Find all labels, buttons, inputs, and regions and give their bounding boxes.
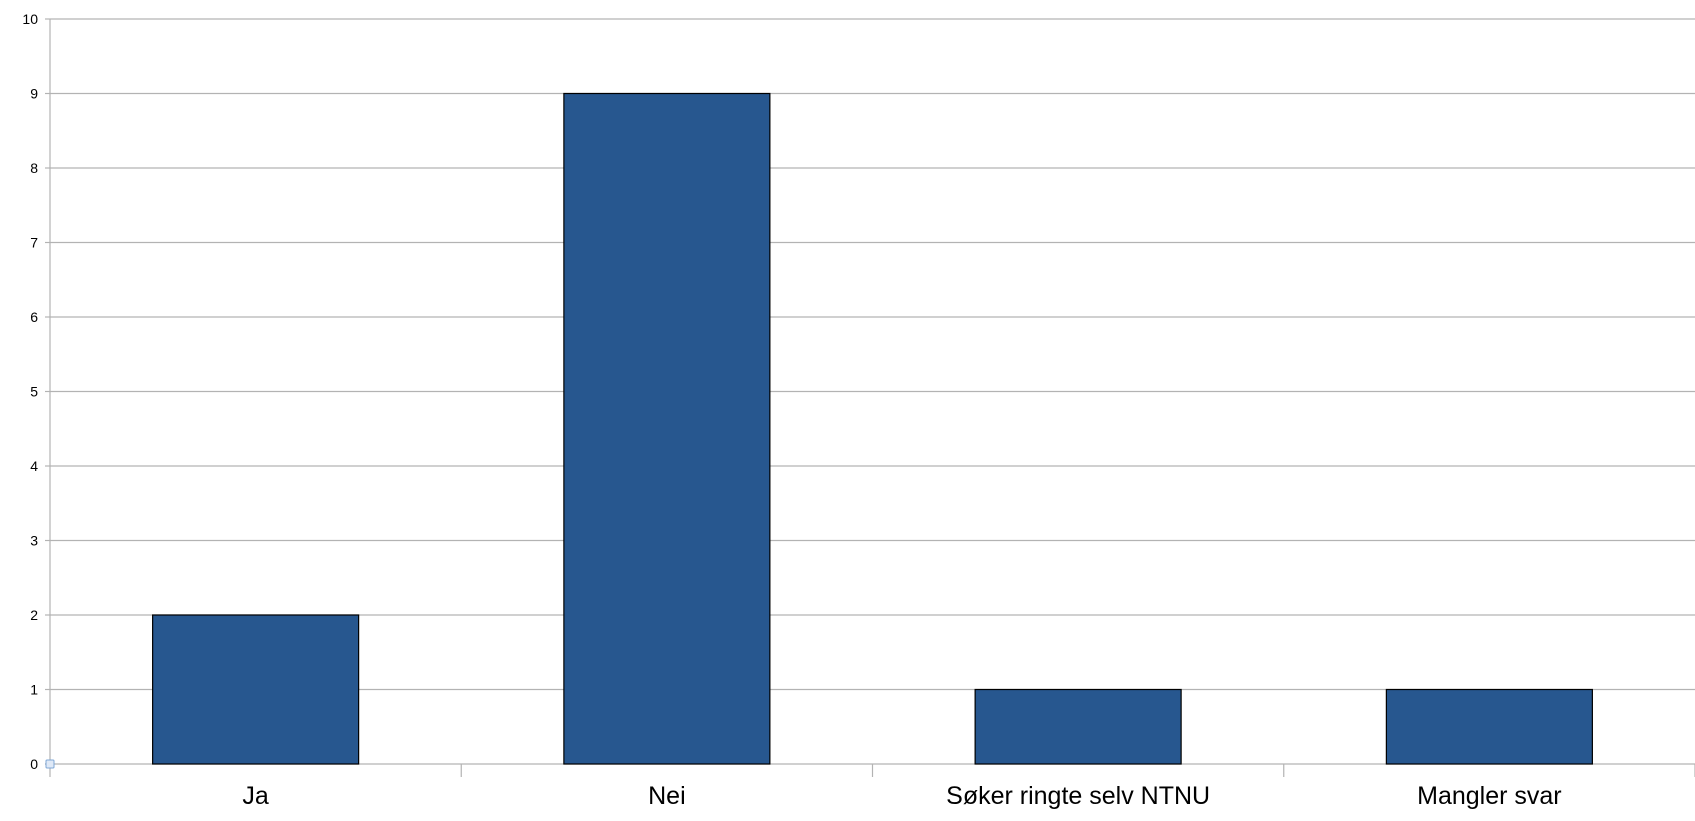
bar-4 [1385, 688, 1593, 765]
y-tick-label: 9 [30, 86, 38, 102]
y-tick-label: 8 [30, 160, 38, 176]
x-tick-label: Søker ringte selv NTNU [946, 782, 1210, 810]
x-tick-label: Nei [648, 782, 686, 810]
y-tick-label: 7 [30, 235, 38, 251]
y-tick-label: 3 [30, 533, 38, 549]
x-tick-label: Mangler svar [1417, 782, 1562, 810]
x-tick-label: Ja [242, 782, 269, 810]
bar-3 [974, 688, 1182, 765]
y-tick-label: 10 [22, 11, 38, 27]
y-tick-label: 5 [30, 384, 38, 400]
y-tick-label: 4 [30, 458, 38, 474]
tick-labels: 0 1 2 3 4 5 6 7 8 9 10 Ja Nei Søker ringte selv NTNU M… [22, 11, 1561, 810]
gridlines [50, 18, 1695, 691]
y-tick-label: 0 [30, 756, 38, 772]
y-tick-label: 1 [30, 682, 38, 698]
bars [152, 92, 1593, 765]
bar-2 [563, 92, 771, 765]
y-tick-label: 6 [30, 309, 38, 325]
origin-handle [45, 759, 55, 769]
y-tick-label: 2 [30, 607, 38, 623]
bar-1 [152, 614, 360, 765]
